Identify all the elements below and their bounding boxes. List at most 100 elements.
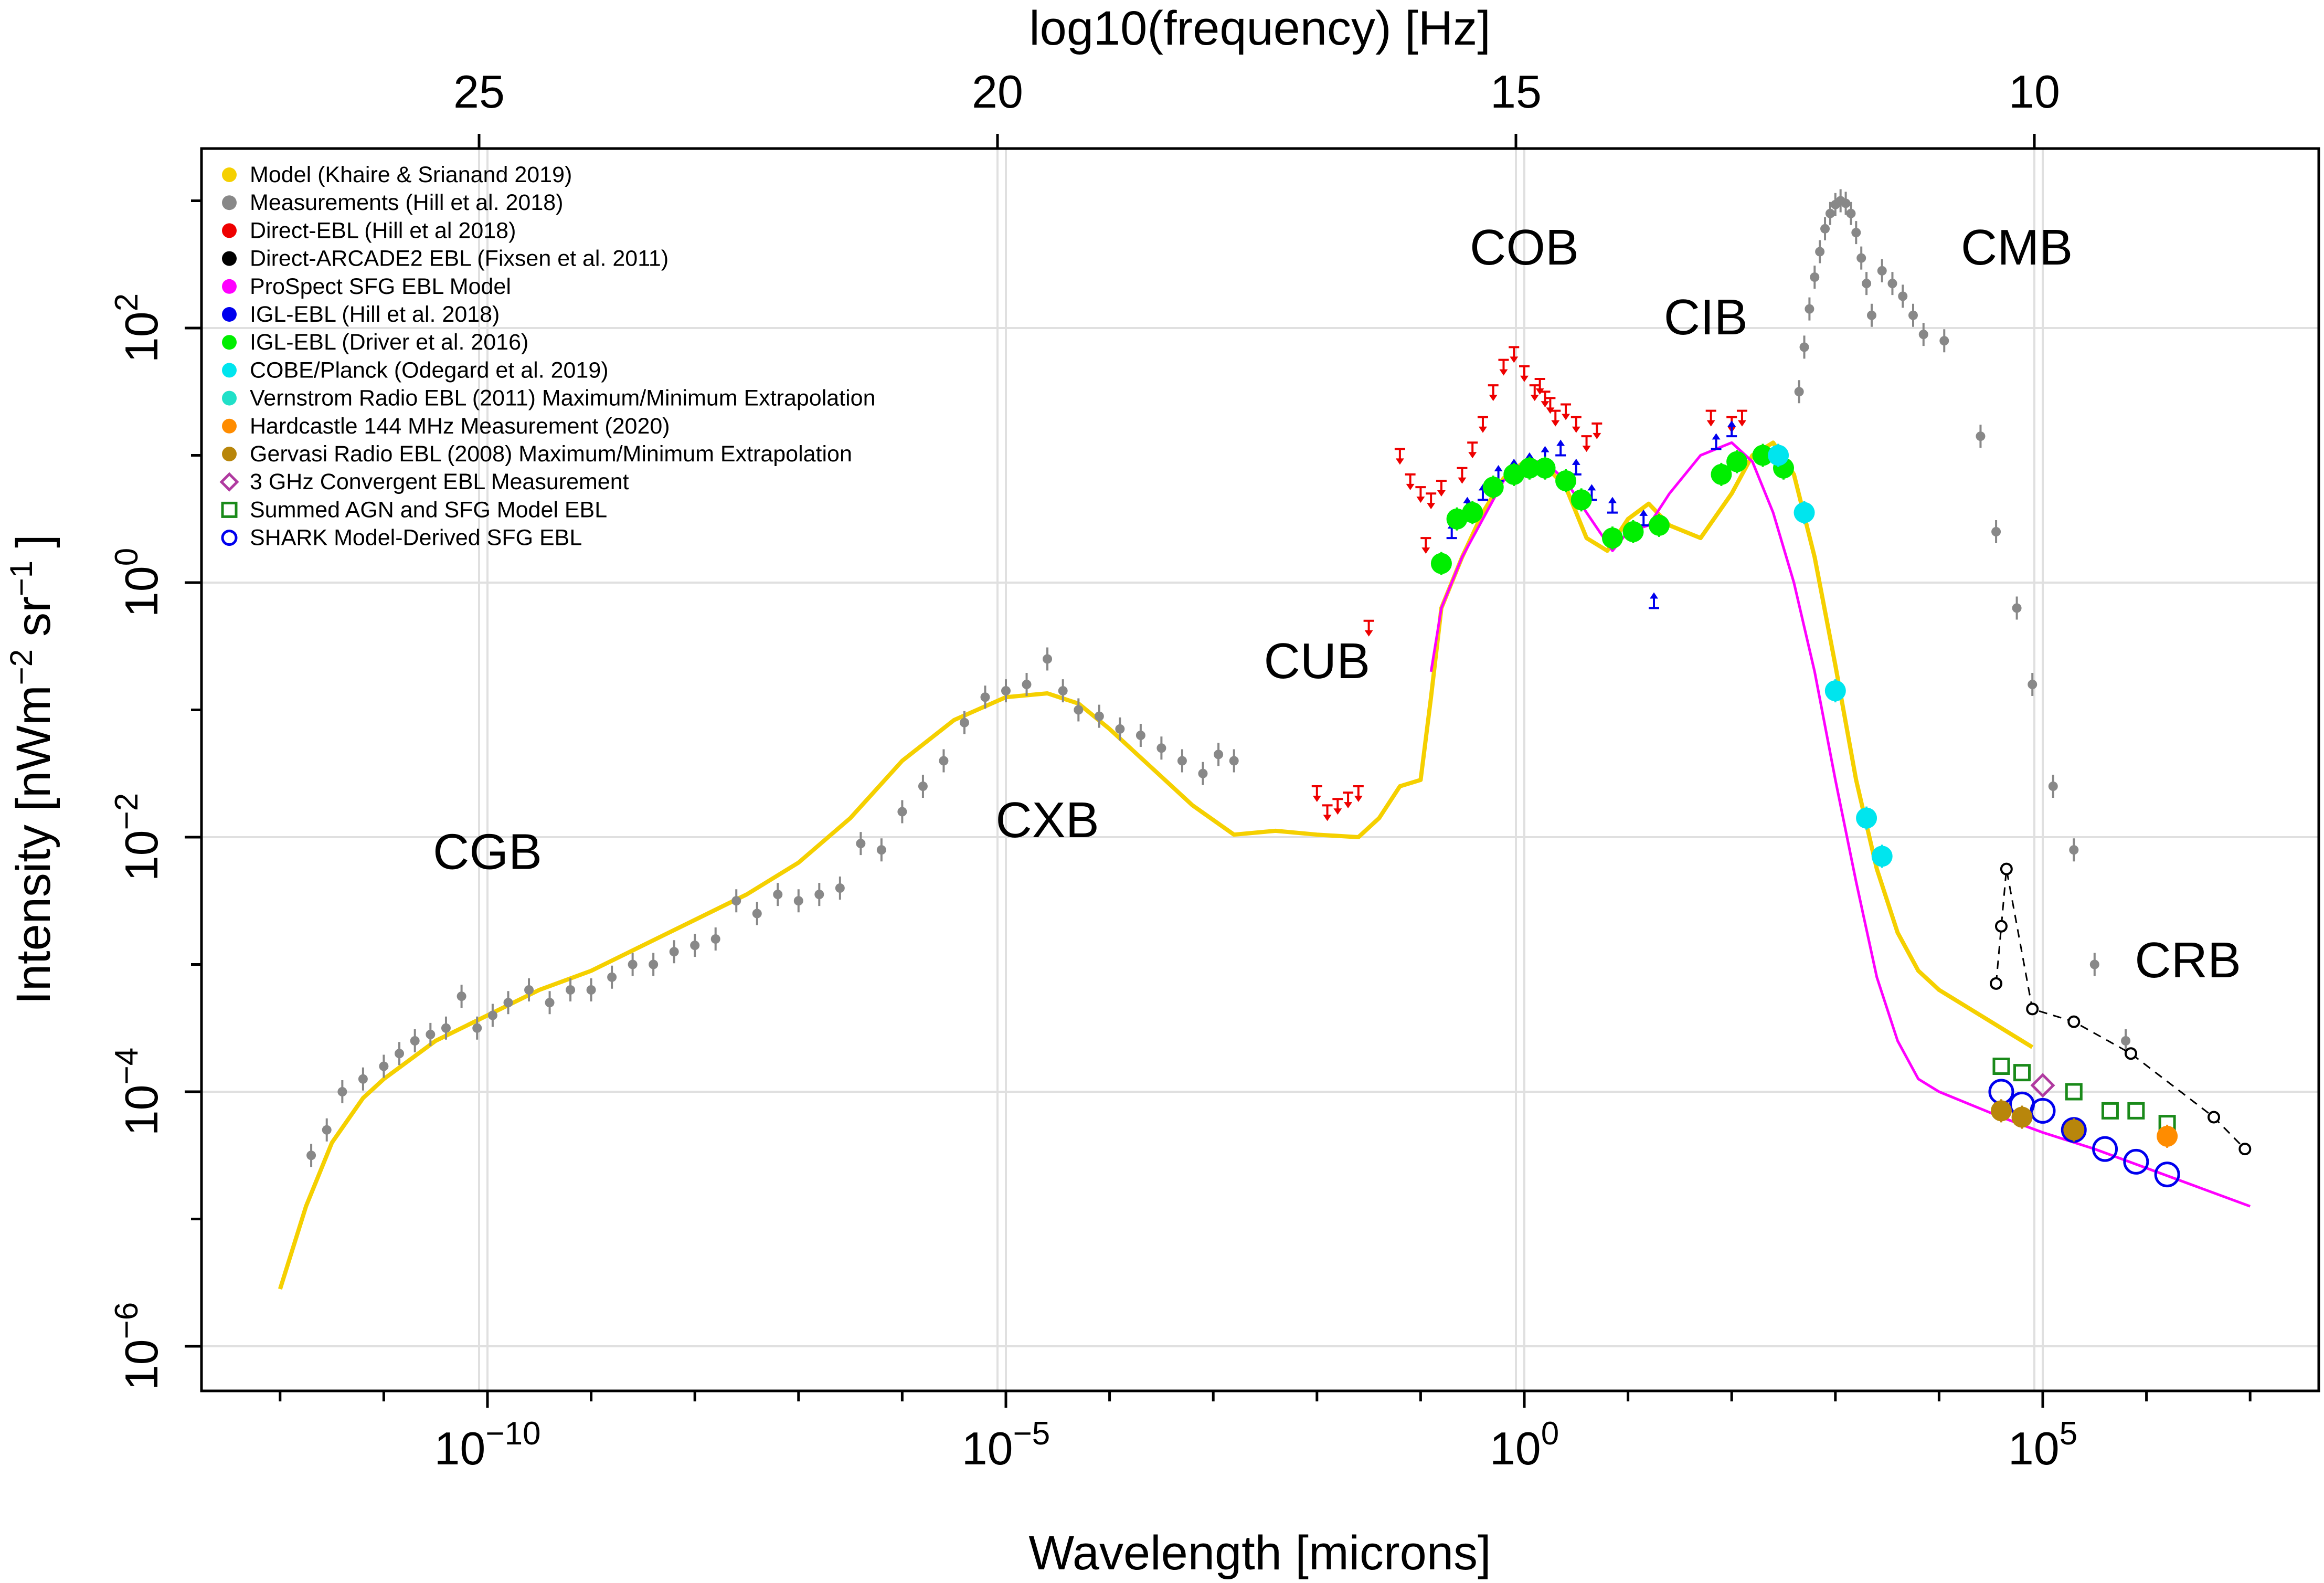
x-tick-label-base: 10: [2008, 1422, 2060, 1474]
limit-arrow: [1312, 796, 1321, 802]
legend-item: COBE/Planck (Odegard et al. 2019): [222, 357, 609, 383]
limit-arrow: [1333, 808, 1342, 815]
data-point: [1136, 731, 1145, 740]
legend-item: Measurements (Hill et al. 2018): [222, 190, 563, 215]
data-point: [1866, 310, 1876, 320]
limit-arrow: [1587, 484, 1596, 491]
limit-arrow: [1712, 433, 1721, 440]
limit-arrow: [1706, 420, 1715, 427]
series-model-khaire-srianand-2019-: [278, 440, 2034, 1290]
data-point: [441, 1023, 451, 1033]
series-igl-ebl-driver-et-al-2016-: [1430, 444, 1794, 575]
limit-arrow: [1344, 802, 1353, 809]
limit-arrow: [1541, 446, 1550, 452]
limit-arrow: [1458, 477, 1467, 484]
data-point: [1908, 310, 1918, 320]
data-point: [503, 998, 513, 1008]
data-point: [1856, 253, 1866, 263]
limit-arrow: [1354, 796, 1363, 802]
data-point: [1991, 527, 2001, 536]
data-point: [2030, 1073, 2055, 1098]
series-direct-arcade2-ebl-fixsen-et-al-2011-: [1990, 862, 2252, 1156]
data-point: [980, 692, 990, 702]
data-point: [793, 896, 803, 906]
data-point: [1156, 743, 1166, 753]
limit-arrow: [1727, 420, 1736, 427]
legend-label: COBE/Planck (Odegard et al. 2019): [250, 357, 609, 383]
band-label-cxb: CXB: [995, 792, 1099, 848]
legend-label: Direct-EBL (Hill et al 2018): [250, 218, 516, 243]
series-hardcastle-144-mhz-measurement-2020-: [2157, 1124, 2178, 1148]
data-point: [1994, 920, 2008, 933]
legend-item: IGL-EBL (Hill et al. 2018): [222, 302, 500, 327]
data-point: [2026, 1002, 2039, 1016]
data-point: [752, 909, 762, 919]
legend-marker: [222, 418, 237, 434]
limit-arrow: [1421, 547, 1430, 554]
limit-arrow: [1737, 420, 1746, 427]
legend-label: Measurements (Hill et al. 2018): [250, 190, 563, 215]
legend-label: Model (Khaire & Srianand 2019): [250, 162, 572, 187]
data-point: [939, 756, 949, 766]
band-label-cmb: CMB: [1961, 219, 2073, 276]
legend-label: Gervasi Radio EBL (2008) Maximum/Minimum…: [250, 441, 852, 467]
x-tick-label: 10−5: [962, 1416, 1050, 1474]
data-point: [322, 1125, 332, 1135]
top-tick-label: 15: [1490, 66, 1542, 118]
data-point: [487, 1010, 497, 1020]
top-tick-label: 20: [972, 66, 1023, 118]
data-point: [1846, 208, 1856, 218]
limit-arrow: [1364, 630, 1373, 637]
data-point: [669, 947, 679, 957]
limit-arrow: [1323, 815, 1332, 821]
series-measurements-hill-et-al-2018-: [306, 647, 1239, 1167]
data-point: [1074, 705, 1084, 715]
data-point: [2238, 1143, 2252, 1156]
data-point: [2157, 1125, 2178, 1147]
limit-arrow: [1489, 395, 1498, 402]
data-point: [379, 1061, 389, 1071]
data-point: [1555, 470, 1577, 491]
legend-marker: [222, 167, 237, 182]
legend-marker: [222, 363, 237, 378]
band-labels: CGB CXB CUB COB CIB CMB CRB: [433, 219, 2241, 988]
top-axis-title: log10(frequency) [Hz]: [1029, 2, 1491, 55]
limit-arrow: [1572, 458, 1580, 465]
data-point: [2013, 1064, 2031, 1082]
data-point: [1939, 336, 1949, 346]
legend-marker: [222, 251, 237, 266]
data-point: [2101, 1102, 2119, 1120]
limit-arrow: [1510, 356, 1519, 363]
data-point: [457, 991, 466, 1001]
data-point: [1810, 272, 1820, 282]
data-point: [566, 985, 576, 995]
data-point: [1871, 846, 1893, 867]
data-point: [1825, 208, 1835, 218]
data-point: [1856, 807, 1877, 829]
y-tick-label-base: 10: [115, 1339, 167, 1390]
data-point: [1001, 686, 1011, 696]
limit-arrow: [1556, 439, 1565, 446]
data-point: [1898, 291, 1908, 301]
data-point: [731, 896, 741, 906]
legend-marker: [222, 223, 237, 238]
grid: [201, 149, 2319, 1391]
limit-arrow: [1582, 446, 1591, 452]
x-tick-label-exp: −10: [485, 1416, 540, 1452]
x-axis-title: Wavelength [microns]: [1028, 1526, 1491, 1580]
data-point: [1990, 977, 2003, 990]
data-point: [2063, 1119, 2085, 1141]
band-label-cob: COB: [1470, 219, 1579, 276]
y-axis-title-mid: sr: [7, 596, 60, 637]
legend-item: Summed AGN and SFG Model EBL: [221, 497, 607, 522]
data-point: [2028, 680, 2038, 689]
data-point: [690, 941, 700, 951]
y-tick-label-exp: −2: [109, 793, 145, 830]
data-point: [1752, 445, 1774, 466]
x-tick-label-exp: 5: [2060, 1416, 2077, 1452]
data-point: [2089, 959, 2099, 969]
data-point: [2092, 1136, 2118, 1162]
legend-marker: [222, 307, 237, 322]
data-point: [1229, 756, 1239, 766]
data-point: [1768, 445, 1789, 466]
